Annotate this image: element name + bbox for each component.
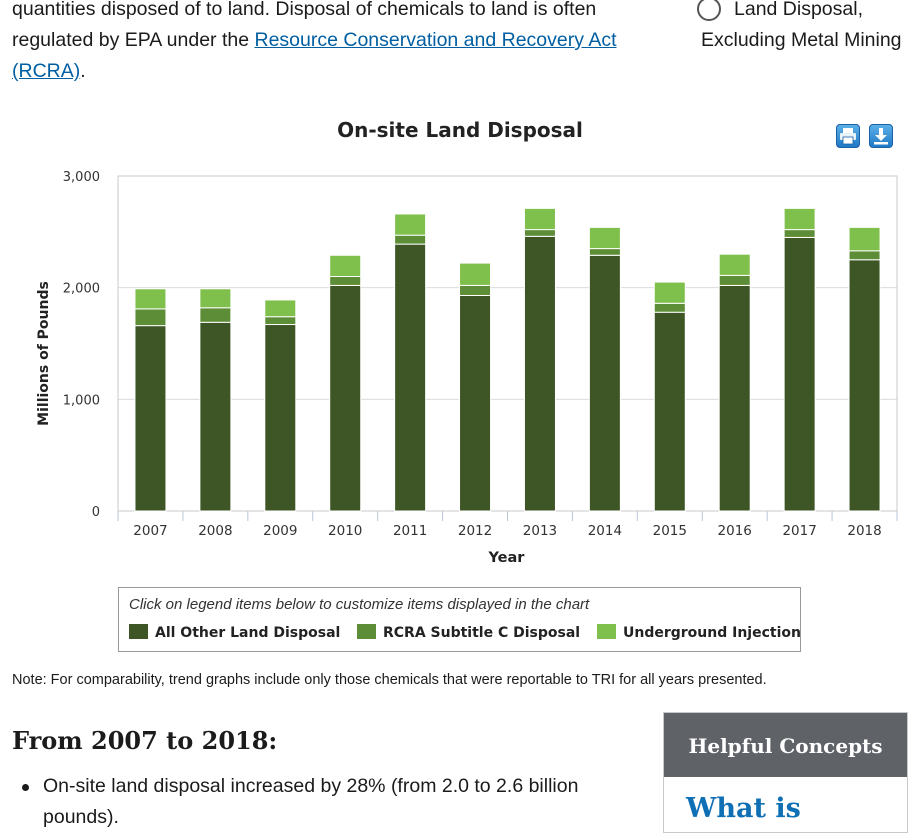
bar-segment (523, 235, 556, 512)
bar-segment (134, 288, 167, 310)
what-is-link[interactable]: What is (686, 793, 801, 824)
x-tick-label: 2013 (523, 523, 557, 539)
radio-label-line2: Excluding Metal Mining (701, 29, 902, 51)
bar-segment (459, 284, 492, 296)
x-tick-label: 2009 (263, 523, 297, 539)
bar-segment (329, 284, 362, 512)
x-tick-label: 2010 (328, 523, 362, 539)
legend-label: Underground Injection (623, 625, 801, 641)
bar-segment (588, 254, 621, 512)
radio-button[interactable] (697, 0, 721, 21)
download-button[interactable] (869, 124, 893, 148)
bar-segment (783, 236, 816, 512)
bar-segment (848, 250, 881, 261)
helpful-concepts-heading: Helpful Concepts (664, 713, 907, 777)
intro-paragraph: quantities disposed of to land. Disposal… (12, 0, 632, 87)
legend-item-all-other-land-disposal[interactable]: All Other Land Disposal (129, 624, 340, 641)
y-tick-label: 2,000 (63, 282, 100, 297)
x-tick-label: 2007 (133, 523, 167, 539)
bar-segment (264, 324, 297, 512)
chart-legend: Click on legend items below to customize… (118, 587, 801, 652)
land-disposal-chart: 0 1,000 2,000 3,000 2007 2008 2009 2010 2011 2012… (36, 170, 898, 566)
bar-segment (718, 274, 751, 286)
x-axis-title: Year (488, 550, 526, 566)
bar-segment (653, 311, 686, 512)
chart-title: On-site Land Disposal (337, 118, 583, 142)
bar-segment (523, 207, 556, 231)
bar-segment (588, 226, 621, 250)
bar-segment (459, 294, 492, 512)
x-tick-label: 2017 (782, 523, 816, 539)
bar-segment (394, 213, 427, 236)
intro-text: quantities disposed of to land. Disposal… (12, 0, 597, 51)
printer-icon (840, 128, 856, 145)
bar-segment (134, 325, 167, 512)
bar-segment (588, 248, 621, 256)
bar-segment (848, 259, 881, 512)
download-icon (874, 128, 888, 145)
bar-segment (718, 284, 751, 512)
bar-segment (199, 321, 232, 512)
bar-segment (329, 254, 362, 277)
x-tick-label: 2018 (847, 523, 881, 539)
bar-segment (329, 276, 362, 286)
bar-segment (653, 281, 686, 304)
legend-swatch (597, 624, 616, 639)
legend-label: All Other Land Disposal (155, 625, 341, 641)
bar-segment (394, 234, 427, 245)
y-tick-label: 1,000 (63, 393, 100, 408)
rcra-link[interactable]: Resource Conservation and Recovery Act (… (12, 29, 617, 82)
comparability-note: Note: For comparability, trend graphs in… (12, 672, 767, 688)
x-tick-label: 2015 (653, 523, 687, 539)
bar-segment (783, 207, 816, 231)
helpful-concepts-panel: Helpful Concepts What is (663, 712, 908, 833)
legend-hint: Click on legend items below to customize… (129, 596, 590, 613)
x-tick-label: 2012 (458, 523, 492, 539)
findings-list: On-site land disposal increased by 28% (… (12, 771, 632, 833)
legend-item-rcra-subtitle-c[interactable]: RCRA Subtitle C Disposal (357, 624, 580, 641)
bar-segment (459, 262, 492, 286)
bar-segment (199, 288, 232, 309)
bar-segment (523, 229, 556, 237)
bar-segment (653, 302, 686, 313)
x-tick-label: 2011 (393, 523, 427, 539)
x-tick-label: 2008 (198, 523, 232, 539)
legend-label: RCRA Subtitle C Disposal (383, 625, 581, 641)
section-heading: From 2007 to 2018: (12, 726, 278, 755)
y-tick-label: 3,000 (63, 170, 100, 185)
legend-swatch (129, 624, 148, 639)
bar-segment (134, 308, 167, 327)
y-tick-label: 0 (92, 505, 100, 520)
legend-swatch (357, 624, 376, 639)
bar-segment (264, 299, 297, 318)
print-button[interactable] (836, 124, 860, 148)
radio-label-line1: Land Disposal, (734, 0, 863, 20)
bar-segment (783, 229, 816, 238)
list-item: On-site land disposal increased by 28% (… (12, 771, 632, 833)
intro-period: . (80, 60, 86, 82)
bar-segment (848, 226, 881, 252)
x-tick-label: 2016 (718, 523, 752, 539)
y-axis-title: Millions of Pounds (36, 281, 52, 426)
bar-segment (718, 253, 751, 276)
plot-border (117, 175, 898, 512)
x-tick-label: 2014 (588, 523, 622, 539)
radio-option-land-disposal-excl-mining[interactable]: Land Disposal, Excluding Metal Mining (697, 0, 908, 56)
legend-item-underground-injection[interactable]: Underground Injection (597, 624, 801, 641)
bar-segment (264, 316, 297, 326)
bar-segment (199, 307, 232, 323)
bar-segment (394, 243, 427, 512)
